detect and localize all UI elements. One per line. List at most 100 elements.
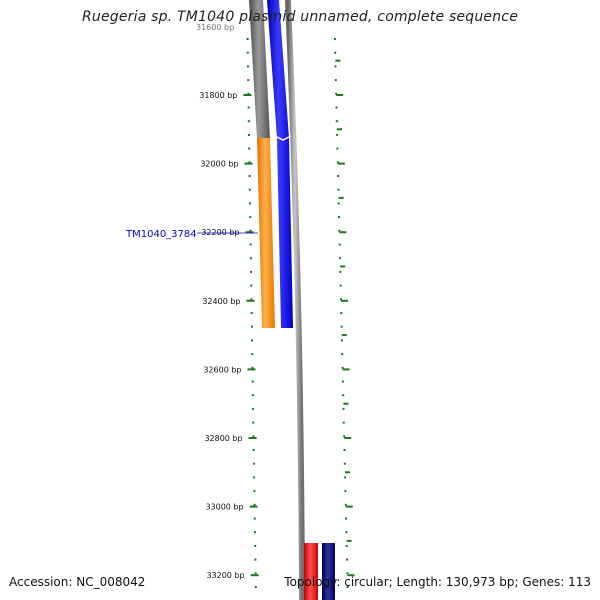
gene-gray[interactable]: [249, 0, 270, 138]
outer-minor-tick: [336, 133, 339, 136]
outer-minor-tick: [340, 312, 343, 314]
outer-minor-tick: [337, 188, 340, 191]
outer-minor-tick: [344, 503, 347, 506]
outer-minor-tick: [340, 325, 343, 328]
ruler-label: 33000 bp: [205, 503, 243, 512]
inner-minor-tick: [254, 544, 257, 547]
outer-minor-tick: [345, 531, 348, 534]
inner-minor-tick: [247, 120, 250, 123]
outer-major-tick: [342, 368, 350, 371]
inner-minor-tick: [250, 270, 253, 273]
inner-minor-tick: [246, 51, 249, 54]
outer-minor-tick: [336, 161, 339, 164]
outer-major-tick: [341, 299, 348, 302]
outer-minor-tick: [341, 366, 344, 369]
gene-orange[interactable]: [257, 138, 275, 328]
gene-blue[interactable]: [267, 0, 293, 328]
inner-minor-tick: [254, 558, 257, 561]
outer-minor-tick: [345, 517, 348, 520]
outer-minor-tick: [345, 544, 348, 547]
inner-minor-tick: [252, 449, 255, 451]
inner-major-tick: [247, 368, 256, 371]
topology-text: Topology: circular; Length: 130,973 bp; …: [284, 575, 591, 589]
inner-major-tick: [249, 505, 258, 508]
outer-minor-tick: [340, 339, 343, 342]
inner-minor-tick: [247, 79, 250, 82]
outer-mid-tick: [338, 196, 344, 199]
ruler-label: 32800 bp: [204, 434, 242, 443]
outer-mid-tick: [346, 539, 352, 542]
outer-minor-tick: [342, 394, 345, 397]
inner-minor-tick: [251, 353, 254, 356]
inner-minor-tick: [248, 188, 251, 191]
ruler-label: 33200 bp: [206, 571, 244, 580]
outer-minor-tick: [335, 120, 338, 123]
inner-minor-tick: [251, 394, 254, 397]
inner-minor-tick: [248, 161, 251, 164]
outer-minor-tick: [335, 92, 338, 95]
outer-minor-tick: [342, 421, 345, 424]
outer-mid-tick: [337, 128, 342, 131]
outer-minor-tick: [346, 558, 348, 561]
gene-red[interactable]: [304, 543, 318, 600]
inner-minor-tick: [251, 380, 254, 383]
outer-minor-tick: [334, 65, 337, 68]
outer-minor-tick: [338, 216, 340, 219]
outer-minor-tick: [341, 353, 344, 356]
outer-minor-tick: [338, 243, 341, 246]
ruler-label: 31800 bp: [199, 91, 237, 100]
outer-mid-tick: [341, 334, 347, 337]
inner-major-tick: [244, 162, 253, 165]
inner-minor-tick: [252, 407, 255, 410]
outer-minor-tick: [340, 298, 342, 301]
inner-minor-tick: [254, 572, 257, 575]
inner-minor-tick: [249, 257, 252, 260]
outer-major-tick: [339, 231, 347, 234]
outer-minor-tick: [341, 380, 344, 383]
inner-minor-tick: [248, 147, 251, 150]
gene-navy[interactable]: [322, 543, 335, 600]
outer-minor-tick: [343, 462, 346, 465]
inner-minor-tick: [248, 175, 251, 177]
outer-minor-tick: [339, 257, 341, 260]
outer-minor-tick: [335, 106, 338, 109]
outer-minor-tick: [339, 284, 342, 287]
inner-major-tick: [250, 574, 259, 577]
outer-minor-tick: [333, 38, 336, 40]
inner-major-tick: [245, 231, 254, 234]
outer-major-tick: [337, 162, 345, 165]
inner-minor-tick: [249, 216, 252, 219]
outer-major-tick: [344, 437, 352, 439]
inner-major-tick: [248, 437, 257, 439]
outer-minor-tick: [342, 407, 345, 410]
outer-minor-tick: [334, 51, 337, 54]
inner-minor-tick: [251, 366, 254, 369]
inner-minor-tick: [253, 517, 256, 520]
inner-minor-tick: [250, 284, 253, 287]
outer-minor-tick: [343, 435, 346, 438]
outer-minor-tick: [344, 490, 347, 493]
outer-major-tick: [345, 505, 353, 508]
inner-minor-tick: [253, 490, 256, 493]
outer-minor-tick: [346, 572, 349, 575]
gene-label[interactable]: TM1040_3784: [125, 229, 197, 240]
inner-minor-tick: [249, 229, 252, 232]
inner-minor-tick: [249, 243, 252, 246]
outer-major-tick: [336, 94, 344, 96]
outer-minor-tick: [344, 476, 347, 479]
outer-mid-tick: [335, 59, 341, 62]
gene-blue-arrow-icon: [274, 135, 292, 141]
inner-minor-tick: [253, 476, 256, 479]
inner-minor-tick: [252, 462, 255, 465]
inner-minor-tick: [250, 312, 253, 314]
ruler-label: 32000 bp: [200, 160, 238, 169]
map-title: Ruegeria sp. TM1040 plasmid unnamed, com…: [81, 9, 519, 25]
inner-minor-tick: [251, 339, 254, 342]
inner-minor-tick: [249, 202, 251, 205]
ruler-label: 32400 bp: [202, 297, 240, 306]
outer-mid-tick: [340, 265, 346, 268]
outer-mid-tick: [345, 471, 350, 474]
ruler-label: 32600 bp: [203, 365, 241, 374]
inner-minor-tick: [247, 106, 250, 109]
